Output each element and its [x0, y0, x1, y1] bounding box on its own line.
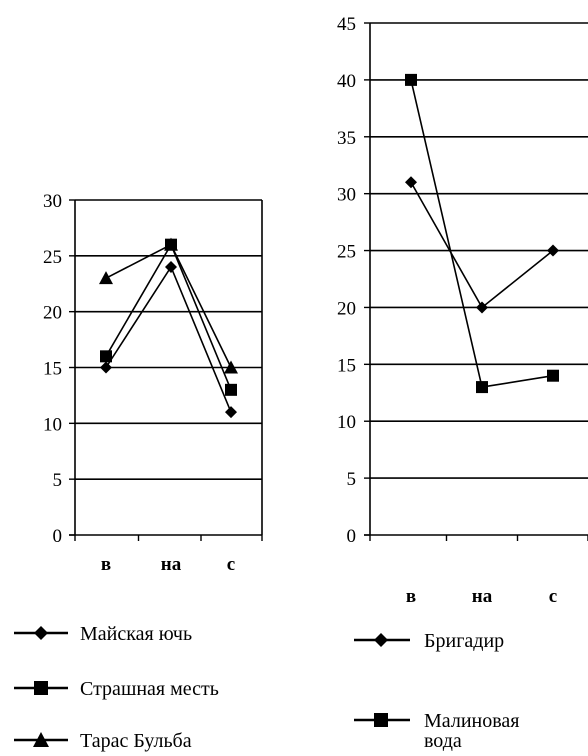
left-legend: Майская ючь Страшная месть Тарас Бульба: [14, 623, 219, 752]
y-tick-label: 20: [337, 298, 356, 319]
x-tick-label: в: [406, 586, 416, 607]
data-point: [476, 381, 488, 394]
legend-label: Страшная месть: [80, 678, 219, 700]
data-point: [405, 176, 417, 189]
y-tick-label: 15: [43, 359, 62, 380]
y-tick-label: 0: [53, 526, 63, 547]
x-tick-label: с: [549, 586, 557, 607]
data-point: [224, 360, 238, 374]
legend-marker: [33, 732, 49, 747]
y-tick-label: 30: [43, 191, 62, 212]
series-line: [105, 265, 232, 413]
legend-label: Малиновая вода: [424, 710, 519, 752]
legend-label-line: Бригадир: [424, 630, 504, 652]
x-tick-label: в: [101, 554, 111, 575]
data-point: [225, 383, 237, 396]
legend-marker: [34, 626, 48, 640]
series-line: [105, 243, 232, 368]
legend-marker: [34, 681, 48, 695]
y-tick-label: 35: [337, 128, 356, 149]
right-chart: 0 5 10 15 20 25 30 35 40 45 в на с: [337, 14, 588, 607]
data-point: [165, 261, 177, 273]
left-chart: 0 5 10 15 20 25 30 в на с: [43, 191, 263, 575]
y-tick-label: 0: [347, 526, 357, 547]
y-tick-label: 40: [337, 71, 356, 92]
legend-marker: [374, 713, 388, 727]
legend-label: Тарас Бульба: [80, 730, 192, 752]
data-point: [100, 350, 112, 363]
data-point: [405, 73, 417, 86]
data-point: [547, 369, 559, 382]
legend-label: Майская ючь: [80, 623, 192, 645]
legend-label-line: Малиновая: [424, 710, 519, 732]
data-point: [476, 301, 488, 314]
x-tick-label: на: [161, 554, 182, 575]
right-legend: Бригадир Малиновая вода: [354, 630, 519, 752]
legend-label: Бригадир: [424, 630, 504, 652]
y-tick-label: 25: [337, 242, 356, 263]
y-tick-label: 25: [43, 247, 62, 268]
data-point: [225, 406, 237, 419]
x-tick-label: на: [472, 586, 493, 607]
y-tick-label: 20: [43, 303, 62, 324]
data-point: [547, 244, 559, 257]
y-tick-label: 15: [337, 355, 356, 376]
legend-marker: [374, 633, 388, 647]
y-tick-label: 30: [337, 185, 356, 206]
y-tick-label: 10: [337, 412, 356, 433]
y-tick-label: 45: [337, 14, 356, 35]
y-tick-label: 5: [347, 469, 357, 490]
data-point: [100, 361, 112, 374]
y-tick-label: 10: [43, 414, 62, 435]
legend-label-line: вода: [424, 730, 462, 752]
data-point: [99, 271, 113, 285]
data-point: [164, 237, 178, 251]
series-line: [410, 181, 554, 309]
x-tick-label: с: [227, 554, 235, 575]
series-line: [410, 79, 554, 388]
y-tick-label: 5: [53, 470, 63, 491]
